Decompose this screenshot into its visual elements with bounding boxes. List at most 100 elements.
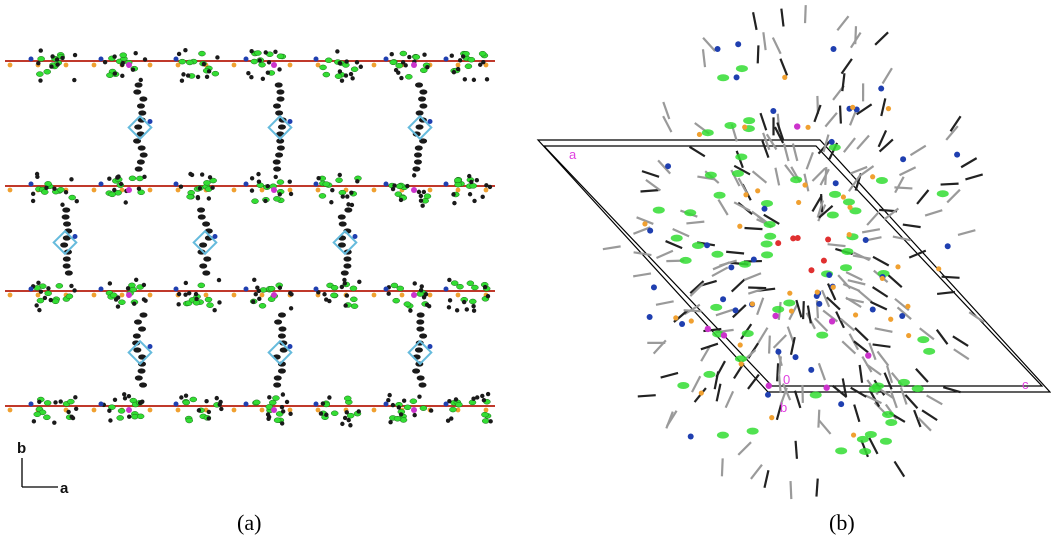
- carbon-atom: [420, 203, 425, 208]
- sulfur-atom: [743, 192, 749, 198]
- nitrogen-atom: [98, 56, 104, 62]
- fluorine-atom: [454, 177, 462, 184]
- sulfur-atom: [371, 292, 377, 298]
- fluorine-atom: [679, 256, 692, 264]
- carbon-atom: [142, 57, 148, 62]
- carbon-atom: [108, 418, 113, 423]
- carbon-atom: [279, 421, 285, 426]
- bond: [817, 204, 827, 222]
- phosphorus-atom: [794, 123, 801, 130]
- sulfur-atom: [371, 187, 377, 193]
- carbon-atom: [130, 67, 136, 72]
- carbon-atom: [467, 192, 473, 197]
- fluorine-atom: [885, 419, 898, 427]
- nitrogen-atom: [828, 138, 835, 145]
- fluorine-atom: [389, 59, 398, 66]
- carbon-atom: [348, 423, 353, 428]
- pillar-carbon: [133, 347, 142, 353]
- sulfur-atom: [846, 232, 852, 238]
- sulfur-atom: [259, 292, 265, 298]
- nitrogen-atom: [287, 119, 293, 124]
- nitrogen-atom: [650, 284, 657, 291]
- pillar-carbon: [136, 159, 145, 165]
- bond: [762, 132, 771, 151]
- carbon-atom: [207, 175, 213, 180]
- sulfur-atom: [905, 303, 911, 309]
- cell-label-a: a: [569, 147, 577, 162]
- bond: [864, 394, 882, 405]
- bond: [942, 386, 961, 394]
- carbon-atom: [418, 287, 424, 293]
- carbon-atom: [249, 188, 255, 193]
- carbon-atom: [475, 395, 480, 400]
- fluorine-atom: [322, 71, 331, 78]
- sulfur-atom: [7, 62, 13, 68]
- oxygen-atom: [808, 267, 815, 274]
- carbon-atom: [280, 392, 286, 397]
- carbon-atom: [133, 51, 138, 56]
- carbon-atom: [288, 306, 294, 311]
- fluorine-atom: [652, 206, 665, 214]
- phosphorus-atom: [765, 382, 772, 389]
- bond: [773, 126, 785, 144]
- bond: [845, 296, 862, 308]
- carbon-atom: [137, 400, 143, 406]
- pillar-carbon: [139, 96, 148, 102]
- carbon-atom: [195, 74, 201, 80]
- bond: [700, 342, 719, 351]
- carbon-atom: [186, 291, 192, 296]
- bond: [762, 32, 767, 51]
- phosphorus-atom: [271, 62, 277, 68]
- fluorine-atom: [466, 280, 475, 287]
- carbon-atom: [73, 395, 78, 400]
- fluorine-atom: [677, 381, 690, 389]
- carbon-atom: [412, 412, 417, 418]
- carbon-atom: [250, 299, 256, 304]
- nitrogen-atom: [243, 181, 249, 187]
- fluorine-atom: [724, 122, 737, 130]
- bond: [836, 15, 850, 31]
- carbon-atom: [320, 401, 326, 406]
- phosphorus-atom: [126, 187, 132, 193]
- pillar-carbon: [63, 221, 72, 227]
- fluorine-atom: [189, 396, 198, 403]
- fluorine-atom: [835, 447, 848, 455]
- carbon-atom: [454, 308, 460, 313]
- pillar-carbon: [139, 312, 148, 318]
- nitrogen-atom: [826, 271, 833, 278]
- pillar-carbon: [139, 382, 148, 388]
- pillar-carbon: [134, 124, 143, 130]
- bond: [751, 210, 768, 223]
- carbon-atom: [422, 52, 427, 57]
- fluorine-atom: [826, 211, 839, 219]
- carbon-atom: [246, 71, 251, 76]
- carbon-atom: [424, 302, 430, 308]
- sulfur-atom: [805, 124, 811, 130]
- bond: [936, 290, 956, 296]
- bond: [776, 122, 785, 140]
- fluorine-atom: [691, 242, 704, 250]
- bond: [850, 386, 867, 398]
- fluorine-atom: [350, 303, 359, 309]
- carbon-atom: [339, 78, 345, 83]
- fluorine-atom: [392, 297, 400, 304]
- nitrogen-atom: [899, 313, 906, 320]
- carbon-atom: [280, 409, 286, 414]
- carbon-atom: [449, 53, 454, 58]
- pillar-carbon: [64, 270, 73, 276]
- fluorine-atom: [783, 299, 796, 307]
- bond: [774, 167, 781, 186]
- pillar-carbon: [276, 138, 285, 144]
- bond: [747, 287, 766, 295]
- fluorine-atom: [670, 234, 683, 242]
- pillar-carbon: [419, 103, 428, 109]
- nitrogen-atom: [732, 307, 739, 314]
- carbon-atom: [481, 59, 486, 65]
- carbon-atom: [210, 185, 215, 190]
- bond: [894, 186, 913, 190]
- fluorine-atom: [420, 67, 428, 74]
- bond: [949, 115, 962, 132]
- carbon-atom: [355, 179, 360, 184]
- bond: [672, 228, 690, 238]
- fluorine-atom: [872, 382, 885, 390]
